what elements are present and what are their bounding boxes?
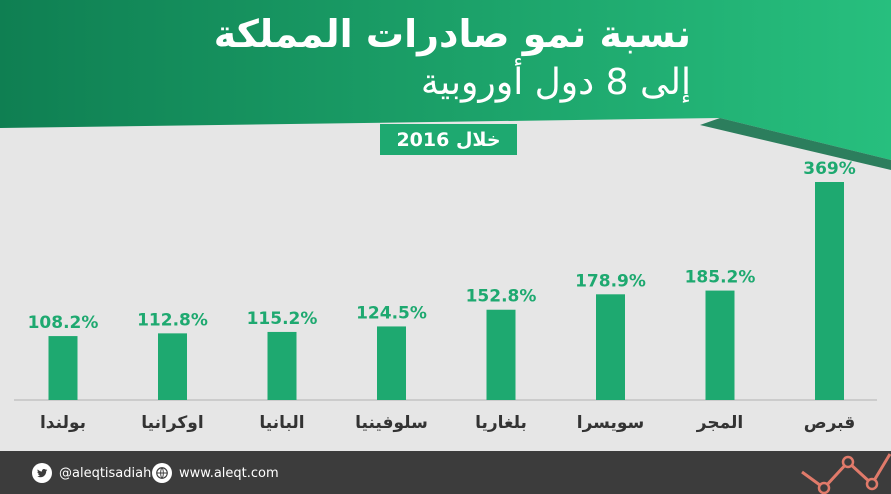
bar	[158, 333, 187, 400]
category-label: سلوفينيا	[355, 413, 428, 433]
bar	[815, 182, 844, 400]
bar	[486, 309, 516, 400]
footer-bar: @aleqtisadiah www.aleqt.com	[0, 451, 891, 494]
bar	[705, 290, 735, 400]
data-label: 108.2%	[28, 313, 99, 333]
trend-line-icon	[801, 453, 891, 494]
category-label: بلغاريا	[475, 413, 527, 433]
category-label: البانيا	[259, 413, 304, 433]
bar	[377, 326, 406, 400]
header-banner	[0, 0, 891, 170]
category-label: قبرص	[804, 413, 856, 433]
period-badge: خلال 2016	[380, 124, 517, 155]
bar	[48, 336, 78, 400]
chart-subtitle: إلى 8 دول أوروبية	[420, 62, 691, 103]
website-url: www.aleqt.com	[179, 465, 279, 481]
data-label: 124.5%	[356, 303, 427, 323]
category-label: المجر	[696, 413, 743, 433]
data-label: 369%	[803, 159, 856, 179]
data-label: 185.2%	[685, 268, 756, 288]
bar	[596, 294, 625, 400]
category-label: اوكرانيا	[141, 413, 203, 433]
data-label: 152.8%	[466, 287, 537, 307]
twitter-link[interactable]: @aleqtisadiah	[32, 462, 151, 484]
category-label: بولندا	[40, 413, 86, 433]
twitter-icon	[32, 463, 52, 483]
website-link[interactable]: www.aleqt.com	[152, 462, 279, 484]
data-label: 115.2%	[247, 309, 318, 329]
category-label: سويسرا	[577, 413, 644, 433]
data-label: 112.8%	[137, 310, 208, 330]
chart-title: نسبة نمو صادرات المملكة	[213, 12, 691, 56]
globe-icon	[152, 463, 172, 483]
data-label: 178.9%	[575, 271, 646, 291]
bar	[267, 331, 297, 400]
twitter-handle: @aleqtisadiah	[59, 465, 152, 481]
